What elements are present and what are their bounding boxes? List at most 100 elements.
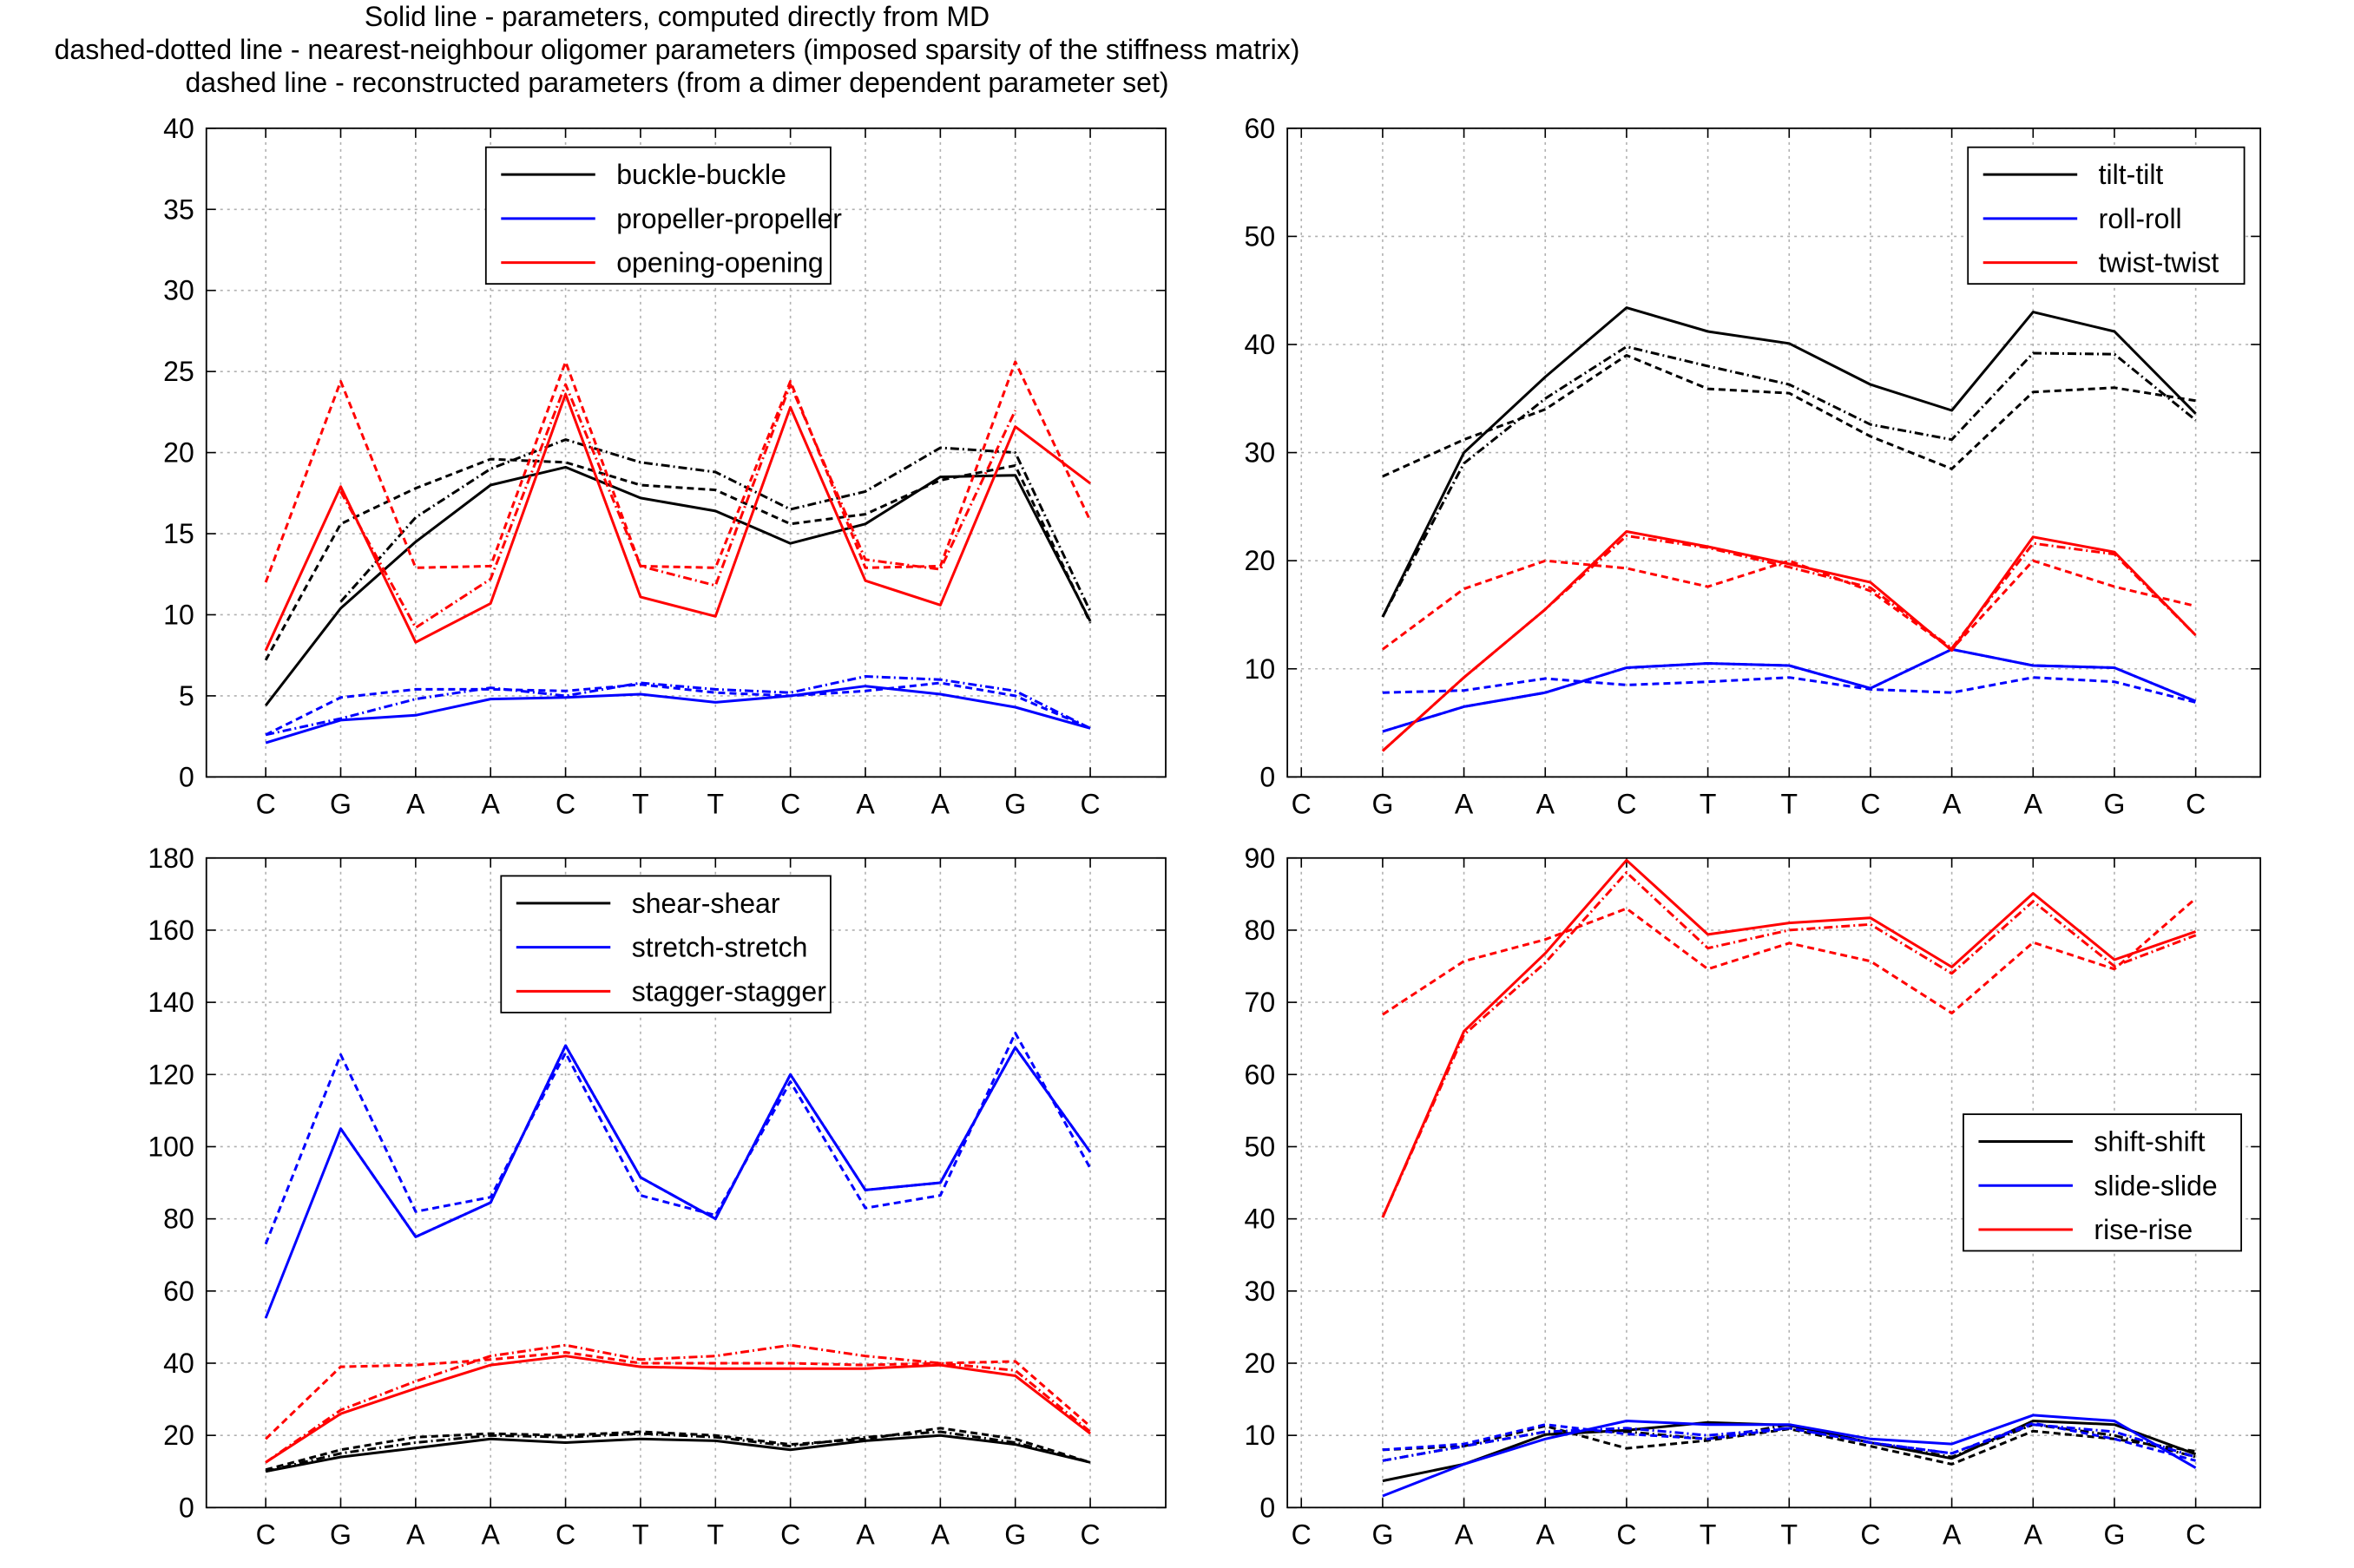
y-tick-label: 140	[148, 987, 194, 1018]
y-tick-label: 35	[163, 194, 194, 225]
series-line-stagger-stagger-dashed	[265, 1351, 1092, 1440]
series-line-shift-shift-dashed	[1382, 1424, 2196, 1466]
legend: buckle-buckle propeller-propeller opening-…	[484, 146, 842, 285]
series-line-rise-rise-dashed	[1382, 897, 2197, 1016]
y-tick-label: 80	[1245, 915, 1276, 946]
series-line-opening-opening-dashed	[264, 360, 1092, 583]
x-tick-label: C	[2186, 788, 2206, 819]
legend-label-roll-roll: roll-roll	[2099, 203, 2182, 234]
x-tick-label: C	[1292, 788, 1312, 819]
legend-label-buckle-buckle: buckle-buckle	[616, 159, 786, 190]
x-tick-label: C	[780, 1519, 800, 1550]
axes-frame	[205, 127, 1167, 778]
x-tick-label: A	[482, 1519, 501, 1550]
y-tick-label: 70	[1245, 987, 1276, 1018]
series-line-tilt-tilt-solid	[1381, 306, 2197, 618]
x-tick-label: C	[1081, 788, 1101, 819]
x-tick-label: C	[1292, 1519, 1312, 1550]
x-tick-label: G	[2104, 1519, 2126, 1550]
header-line-dashed: dashed line - reconstructed parameters (…	[185, 67, 1169, 98]
y-tick-label: 0	[179, 1492, 194, 1523]
y-tick-label: 60	[1245, 113, 1276, 144]
axes-frame	[1286, 127, 2262, 778]
y-tick-label: 160	[148, 915, 194, 946]
y-tick-label: 0	[1259, 1492, 1275, 1523]
y-tick-label: 60	[163, 1276, 194, 1307]
x-tick-label: C	[1860, 1519, 1880, 1550]
series-line-rise-rise-solid	[1381, 858, 2197, 1218]
series-line-stagger-stagger-solid	[265, 1355, 1092, 1464]
legend-label-slide-slide: slide-slide	[2094, 1170, 2217, 1201]
y-tick-label: 10	[1245, 1420, 1276, 1451]
legend: tilt-tilt roll-roll twist-twist	[1967, 146, 2246, 285]
chart-panel-1: C G A A C T T C A A G C 0 5 10 15 20 25 30 35 40 buckle-buckl…	[163, 113, 1167, 819]
legend-box	[500, 875, 832, 1014]
x-tick-label: A	[1455, 788, 1474, 819]
y-tick-label: 40	[163, 113, 194, 144]
y-tick-label: 20	[1245, 1348, 1276, 1379]
series-line-roll-roll-dashdot	[1382, 647, 2197, 733]
y-tick-label: 0	[1259, 761, 1275, 792]
series-line-shear-shear-solid	[265, 1434, 1091, 1473]
axes-frame	[1286, 856, 2262, 1509]
x-tick-label: T	[1700, 788, 1717, 819]
legend-box	[1967, 146, 2246, 285]
x-tick-label: G	[1371, 788, 1393, 819]
x-tick-label: T	[632, 1519, 649, 1550]
x-tick-label: A	[1536, 788, 1555, 819]
series-line-stagger-stagger-dashdot	[265, 1343, 1092, 1464]
legend: shift-shift slide-slide rise-rise	[1963, 1113, 2243, 1252]
x-tick-label: A	[1455, 1519, 1474, 1550]
y-tick-label: 10	[1245, 653, 1276, 685]
series-line-shear-shear-dashdot	[265, 1430, 1091, 1473]
series-line-opening-opening-dashdot	[339, 383, 1017, 629]
y-tick-label: 20	[1245, 545, 1276, 576]
x-tick-label: G	[330, 1519, 352, 1550]
legend-label-twist-twist: twist-twist	[2099, 247, 2219, 279]
y-tick-label: 40	[1245, 329, 1276, 360]
y-tick-label: 120	[148, 1059, 194, 1090]
x-tick-label: G	[1004, 788, 1026, 819]
legend-label-propeller-propeller: propeller-propeller	[616, 203, 842, 234]
y-tick-label: 100	[148, 1131, 194, 1162]
header-line-dashdot: dashed-dotted line - nearest-neighbour o…	[54, 34, 1300, 65]
series-line-opening-opening-solid	[264, 392, 1092, 652]
series-line-stretch-stretch-dashdot	[339, 1044, 1092, 1238]
legend-box	[1963, 1113, 2243, 1252]
y-tick-label: 40	[163, 1348, 194, 1379]
x-tick-label: A	[406, 1519, 425, 1550]
series-line-twist-twist-dashed	[1382, 559, 2196, 651]
x-tick-label: C	[2186, 1519, 2206, 1550]
series-line-rise-rise-dashdot	[1381, 870, 2197, 1218]
x-tick-label: T	[632, 788, 649, 819]
x-tick-label: C	[1616, 1519, 1636, 1550]
x-tick-label: C	[780, 788, 800, 819]
x-tick-label: C	[556, 1519, 575, 1550]
x-tick-label: A	[931, 788, 950, 819]
x-tick-label: C	[1081, 1519, 1101, 1550]
x-tick-label: A	[931, 1519, 950, 1550]
y-tick-label: 0	[179, 761, 194, 792]
x-tick-label: A	[482, 788, 501, 819]
series-line-stretch-stretch-dashed	[264, 1032, 1092, 1245]
legend-box	[484, 146, 832, 285]
y-tick-label: 40	[1245, 1204, 1276, 1235]
series-line-twist-twist-dashdot	[1381, 535, 2197, 752]
y-tick-label: 10	[163, 599, 194, 630]
figure-header: Solid line - parameters, computed direct…	[0, 0, 1354, 99]
y-tick-label: 50	[1245, 220, 1276, 252]
legend-label-shift-shift: shift-shift	[2094, 1126, 2205, 1158]
chart-panel-4: C G A A C T T C A A G C0102030405060708090shift-shi…	[1245, 843, 2262, 1550]
x-tick-label: T	[707, 788, 725, 819]
x-tick-label: T	[1780, 788, 1798, 819]
x-tick-label: G	[2104, 788, 2126, 819]
x-tick-label: C	[1616, 788, 1636, 819]
legend-label-tilt-tilt: tilt-tilt	[2099, 159, 2164, 190]
y-tick-label: 180	[148, 843, 194, 874]
series-line-tilt-tilt-dashed	[1382, 354, 2196, 478]
series-line-buckle-buckle-dashdot	[339, 438, 1092, 613]
y-tick-label: 30	[1245, 437, 1276, 469]
x-tick-label: T	[1780, 1519, 1798, 1550]
x-tick-label: A	[1943, 788, 1962, 819]
